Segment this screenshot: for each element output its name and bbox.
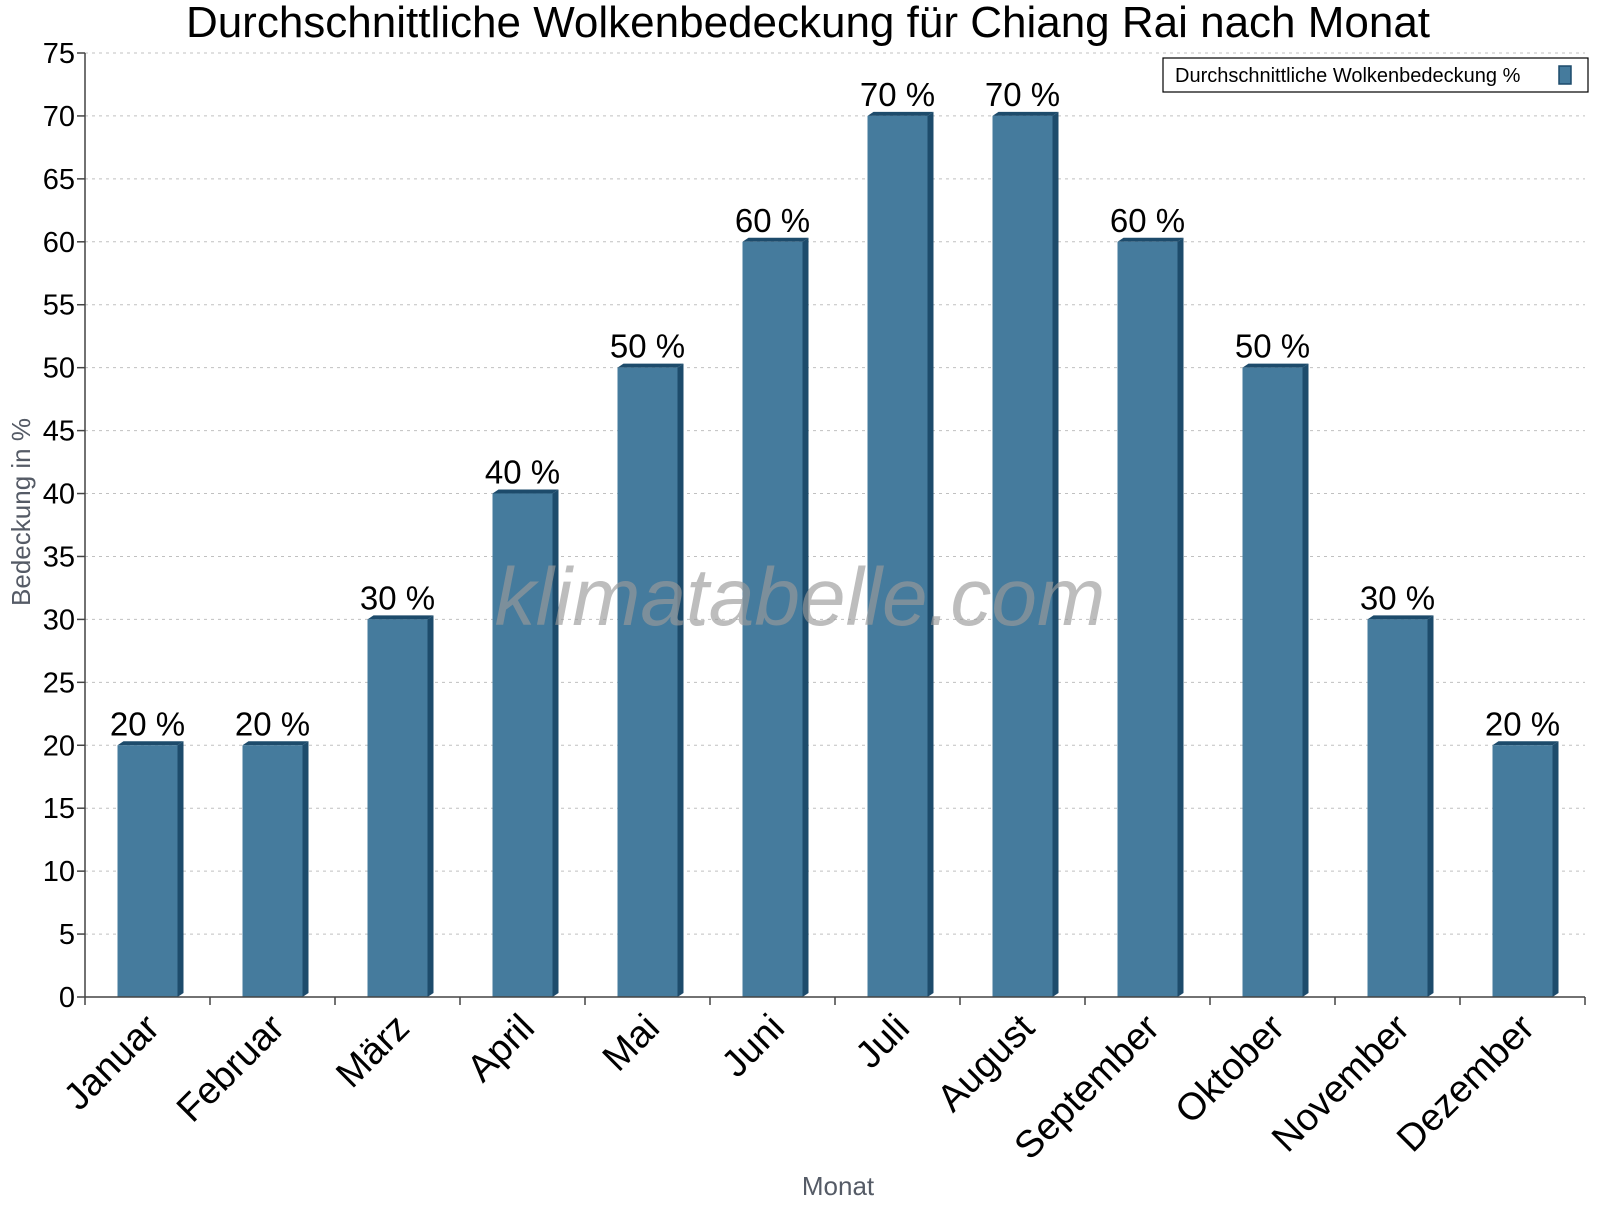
bar [992,115,1053,997]
x-tick-label: Februar [169,1006,293,1130]
data-label: 30 % [1360,579,1435,616]
bar [117,745,178,997]
bar-top [367,615,434,620]
bar [617,367,678,998]
y-tick-label: 50 [43,353,75,385]
bar-top [992,111,1059,116]
bar-side [927,111,934,997]
bar-side [1177,237,1184,998]
y-tick-label: 75 [43,38,75,70]
axis-layer: 0 5 10 15 20 25 30 35 40 45 50 55 60 65 70 75 [43,38,1586,1014]
x-tick-label: August [930,1006,1044,1120]
bar [1117,241,1178,998]
legend-box [1162,57,1589,93]
data-label: 40 % [485,454,560,491]
bar-side [802,237,809,998]
data-label: 70 % [985,76,1060,113]
bar [1492,745,1553,997]
legend-entry-label: Durchschnittliche Wolkenbedeckung % [1175,65,1521,87]
bar-top [242,741,309,746]
bar-side [427,615,434,997]
y-tick-label: 30 [43,604,75,636]
x-tick-label: Juli [848,1007,918,1077]
y-tick-label: 65 [43,164,75,196]
y-tick-label: 70 [43,101,75,133]
y-tick-label: 45 [43,416,75,448]
data-label: 20 % [1485,705,1560,742]
bar-side [177,741,184,997]
bar [242,745,303,997]
y-tick-label: 10 [43,856,75,888]
bar-top [867,111,934,116]
y-tick-label: 60 [43,227,75,259]
bar [1367,619,1428,997]
bar [867,115,928,997]
data-label: 50 % [610,328,685,365]
y-tick-label: 5 [59,919,75,951]
x-tick-label: April [459,1007,542,1090]
y-tick-label: 20 [43,730,75,762]
data-label: 60 % [735,202,810,239]
y-tick-label: 40 [43,479,75,511]
bar [492,493,553,997]
bar-top [617,363,684,368]
chart-title: Durchschnittliche Wolkenbedeckung für Ch… [186,0,1430,47]
x-tick-label: Januar [56,1006,168,1118]
x-tick-label: Mai [595,1007,668,1080]
bar-side [1302,363,1309,998]
bar-top [1367,615,1434,620]
legend: Durchschnittliche Wolkenbedeckung % [1162,57,1589,93]
bar-side [1052,111,1059,997]
bar-side [552,489,559,997]
data-label: 70 % [860,76,935,113]
x-tick-label: Oktober [1168,1006,1294,1132]
bar-top [492,489,559,494]
bar-side [1427,615,1434,997]
bar-top [1492,741,1559,746]
y-tick-label: 55 [43,290,75,322]
bar [742,241,803,998]
legend-swatch [1558,65,1572,85]
bar [367,619,428,997]
data-label: 50 % [1235,328,1310,365]
data-label: 20 % [235,705,310,742]
y-axis-label: Bedeckung in % [6,418,36,606]
data-label: 20 % [110,705,185,742]
grid-layer [85,52,1585,935]
bar-side [302,741,309,997]
bar-side [677,363,684,998]
bar-top [1117,237,1184,242]
data-label: 60 % [1110,202,1185,239]
bar-top [742,237,809,242]
y-tick-label: 15 [43,793,75,825]
bar-side [1552,741,1559,997]
x-tick-label: Juni [714,1007,793,1086]
y-tick-label: 25 [43,667,75,699]
data-label: 30 % [360,579,435,616]
bar [1242,367,1303,998]
x-tick-label: Dezember [1389,1006,1543,1160]
y-tick-label: 0 [59,982,75,1014]
bar-top [117,741,184,746]
bar-top [1242,363,1309,368]
bar-layer [117,111,1559,998]
watermark: klimatabelle.com [495,552,1106,643]
x-axis-label: Monat [802,1171,875,1200]
y-tick-label: 35 [43,541,75,573]
x-tick-label: März [328,1007,417,1096]
